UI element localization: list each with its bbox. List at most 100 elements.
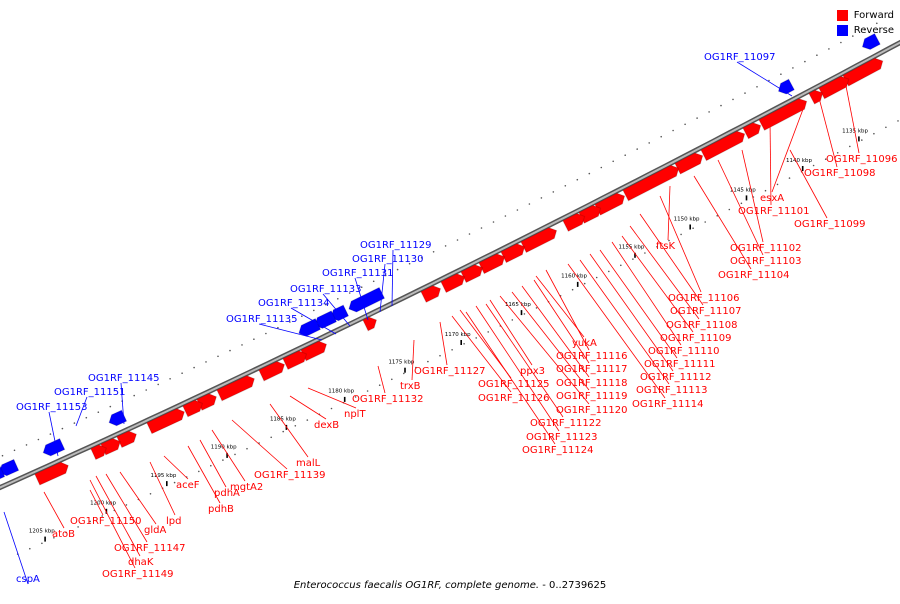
legend-item-reverse[interactable]: Reverse: [836, 23, 894, 38]
genome-species: Enterococcus faecalis OG1RF, complete ge…: [293, 580, 540, 591]
tick-mark: [576, 281, 579, 287]
forward-gene-label: OG1RF_11096: [826, 154, 898, 165]
gene-leader-line: [621, 235, 694, 333]
lower-ruler-dot: [552, 191, 555, 193]
tick-mark: [343, 396, 346, 402]
gene-leader-line: [499, 295, 590, 405]
gene-leader-line: [817, 93, 838, 168]
upper-ruler-dot: [704, 221, 706, 223]
reverse-gene-arrow[interactable]: [348, 286, 386, 313]
gene-leader-line: [231, 419, 288, 470]
forward-swatch: [836, 10, 848, 21]
legend-item-forward[interactable]: Forward: [836, 8, 894, 23]
lower-ruler-dot: [1, 454, 4, 457]
lower-ruler-dot: [169, 378, 171, 380]
upper-ruler-dot: [366, 390, 369, 392]
gene-leader-line: [290, 307, 337, 335]
forward-gene-arrow[interactable]: [116, 430, 138, 449]
forward-gene-arrow[interactable]: [216, 375, 256, 402]
reverse-gene-arrow[interactable]: [0, 465, 6, 482]
upper-ruler-dot: [523, 313, 526, 315]
upper-ruler-dot: [210, 464, 212, 467]
reverse-gene-label: cspA: [16, 574, 40, 585]
forward-gene-arrow[interactable]: [700, 130, 746, 162]
forward-gene-arrow[interactable]: [808, 89, 824, 105]
reverse-gene-arrow[interactable]: [42, 437, 66, 457]
lower-ruler-dot: [229, 349, 231, 352]
genome-range: - 0..2739625: [539, 580, 607, 591]
upper-ruler-dot: [270, 436, 273, 439]
forward-gene-label: lpd: [166, 516, 181, 527]
forward-gene-label: OG1RF_11103: [730, 256, 802, 267]
lower-ruler-dot: [744, 92, 746, 94]
forward-gene-arrow[interactable]: [258, 360, 286, 382]
forward-gene-arrow[interactable]: [460, 264, 484, 284]
forward-gene-label: aceF: [176, 480, 200, 491]
lower-ruler-dot: [217, 355, 219, 358]
upper-ruler-dot: [728, 208, 731, 211]
forward-gene-arrow[interactable]: [674, 152, 704, 175]
forward-gene-arrow[interactable]: [34, 461, 69, 486]
forward-gene-label: OG1RF_11109: [660, 333, 732, 344]
lower-ruler-dot: [157, 383, 159, 386]
forward-gene-arrow[interactable]: [90, 444, 107, 461]
forward-gene-arrow[interactable]: [440, 273, 466, 294]
forward-gene-arrow[interactable]: [196, 393, 218, 411]
reverse-gene-label: OG1RF_11133: [290, 284, 362, 295]
lower-ruler-dot: [864, 28, 866, 31]
forward-gene-arrow[interactable]: [562, 212, 586, 232]
gene-leader-line: [75, 396, 88, 427]
upper-ruler-dot: [692, 227, 694, 229]
forward-gene-arrow[interactable]: [842, 57, 884, 87]
forward-gene-arrow[interactable]: [300, 340, 328, 362]
forward-gene-label: OG1RF_11120: [556, 405, 628, 416]
lower-ruler-dot: [840, 41, 842, 44]
legend-forward-label: Forward: [853, 10, 894, 21]
forward-gene-arrow[interactable]: [622, 164, 680, 202]
forward-gene-arrow[interactable]: [182, 399, 204, 418]
forward-gene-label: OG1RF_11107: [670, 306, 742, 317]
forward-gene-label: OG1RF_11139: [254, 470, 326, 481]
forward-gene-arrow[interactable]: [578, 204, 602, 224]
forward-gene-arrow[interactable]: [758, 98, 808, 131]
forward-gene-arrow[interactable]: [520, 227, 558, 254]
forward-gene-arrow[interactable]: [362, 316, 378, 332]
forward-gene-label: pdhB: [208, 504, 234, 515]
forward-gene-arrow[interactable]: [742, 122, 762, 140]
upper-ruler-dot: [222, 459, 224, 461]
lower-ruler-dot: [301, 315, 303, 318]
gene-leader-line: [771, 103, 806, 193]
lower-ruler-dot: [828, 48, 830, 50]
forward-gene-arrow[interactable]: [478, 253, 506, 275]
forward-gene-arrow[interactable]: [282, 350, 308, 371]
genome-title: Enterococcus faecalis OG1RF, complete ge…: [0, 580, 900, 591]
upper-ruler-dot: [173, 481, 176, 484]
lower-ruler-dot: [672, 129, 674, 132]
gene-leader-line: [258, 323, 323, 341]
gene-leader-line: [391, 249, 394, 307]
forward-gene-arrow[interactable]: [146, 408, 186, 435]
gene-leader-line: [845, 85, 860, 154]
reverse-gene-arrow[interactable]: [861, 32, 881, 51]
tick-mark: [801, 166, 804, 171]
gene-leader-line: [439, 321, 448, 366]
forward-gene-label: OG1RF_11114: [632, 399, 704, 410]
reverse-gene-label: OG1RF_11097: [704, 52, 776, 63]
tick-label: 1175 kbp: [388, 360, 414, 366]
upper-ruler-dot: [885, 126, 887, 129]
gene-leader-line: [89, 479, 136, 569]
lower-ruler-dot: [145, 389, 147, 391]
lower-ruler-dot: [241, 344, 243, 346]
forward-gene-arrow[interactable]: [818, 75, 850, 100]
forward-gene-arrow[interactable]: [594, 192, 626, 216]
lower-ruler-dot: [253, 338, 255, 341]
upper-ruler-dot: [716, 215, 718, 217]
reverse-gene-arrow[interactable]: [108, 409, 128, 427]
reverse-gene-arrow[interactable]: [777, 78, 795, 95]
forward-gene-arrow[interactable]: [420, 285, 442, 303]
lower-ruler-dot: [600, 166, 603, 169]
lower-ruler-dot: [456, 239, 459, 241]
forward-gene-arrow[interactable]: [100, 437, 121, 456]
forward-gene-arrow[interactable]: [500, 243, 526, 264]
upper-ruler-dot: [535, 307, 538, 309]
